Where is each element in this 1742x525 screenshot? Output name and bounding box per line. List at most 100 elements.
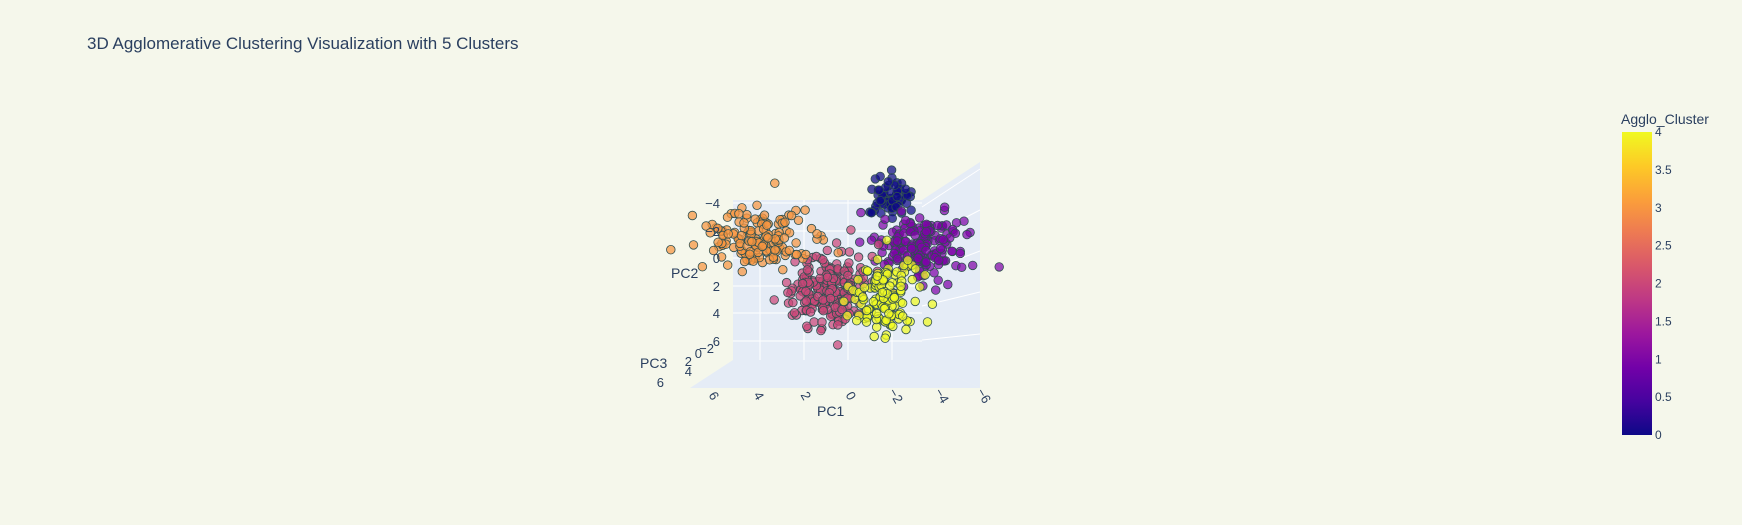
data-point-cluster-1[interactable] — [955, 248, 966, 259]
data-point-cluster-1[interactable] — [892, 236, 903, 246]
data-point-cluster-4[interactable] — [872, 308, 882, 319]
data-point-cluster-2[interactable] — [769, 295, 779, 305]
data-point-cluster-4[interactable] — [889, 293, 900, 303]
data-point-cluster-3[interactable] — [737, 266, 748, 277]
data-point-cluster-4[interactable] — [910, 296, 920, 307]
data-point-cluster-3[interactable] — [716, 252, 727, 262]
data-point-cluster-3[interactable] — [747, 236, 757, 247]
data-point-cluster-1[interactable] — [892, 254, 903, 264]
data-point-cluster-1[interactable] — [968, 260, 978, 271]
data-point-cluster-1[interactable] — [959, 216, 969, 226]
data-point-cluster-4[interactable] — [853, 274, 863, 285]
data-point-cluster-1[interactable] — [943, 279, 953, 290]
data-point-cluster-0[interactable] — [883, 176, 894, 187]
data-point-cluster-1[interactable] — [910, 230, 920, 240]
data-point-cluster-3[interactable] — [784, 245, 795, 256]
data-point-cluster-3[interactable] — [812, 229, 822, 239]
data-point-cluster-1[interactable] — [866, 235, 877, 245]
data-point-cluster-4[interactable] — [872, 271, 883, 281]
data-points[interactable] — [666, 165, 1004, 350]
data-point-cluster-1[interactable] — [931, 285, 941, 295]
data-point-cluster-2[interactable] — [846, 225, 856, 235]
data-point-cluster-1[interactable] — [913, 253, 923, 263]
data-point-cluster-2[interactable] — [781, 277, 792, 288]
data-point-cluster-3[interactable] — [778, 265, 788, 275]
data-point-cluster-4[interactable] — [868, 297, 879, 307]
data-point-cluster-3[interactable] — [723, 229, 733, 239]
data-point-cluster-1[interactable] — [880, 214, 890, 225]
data-point-cluster-0[interactable] — [875, 171, 885, 182]
data-point-cluster-1[interactable] — [938, 234, 948, 245]
data-point-cluster-1[interactable] — [921, 245, 931, 256]
data-point-cluster-2[interactable] — [805, 307, 816, 317]
data-point-cluster-4[interactable] — [901, 324, 911, 335]
data-point-cluster-4[interactable] — [872, 254, 883, 265]
data-point-cluster-2[interactable] — [788, 297, 798, 308]
data-point-cluster-1[interactable] — [856, 207, 866, 218]
data-point-cluster-3[interactable] — [791, 238, 801, 248]
data-point-cluster-2[interactable] — [844, 258, 854, 268]
data-point-cluster-3[interactable] — [687, 210, 698, 221]
data-point-cluster-4[interactable] — [877, 287, 888, 298]
data-point-cluster-3[interactable] — [723, 260, 733, 270]
data-point-cluster-4[interactable] — [839, 296, 849, 307]
data-point-cluster-2[interactable] — [843, 270, 853, 281]
data-point-cluster-3[interactable] — [801, 249, 811, 260]
data-point-cluster-4[interactable] — [861, 317, 872, 327]
data-point-cluster-2[interactable] — [818, 295, 828, 305]
data-point-cluster-4[interactable] — [922, 317, 933, 327]
data-point-cluster-3[interactable] — [770, 178, 780, 188]
data-point-cluster-2[interactable] — [822, 272, 833, 283]
data-point-cluster-3[interactable] — [763, 233, 773, 243]
data-point-cluster-2[interactable] — [833, 320, 843, 330]
data-point-cluster-1[interactable] — [915, 213, 925, 223]
data-point-cluster-2[interactable] — [818, 306, 829, 316]
data-point-cluster-2[interactable] — [818, 255, 828, 265]
data-point-cluster-1[interactable] — [940, 202, 950, 212]
data-point-cluster-4[interactable] — [862, 266, 873, 276]
data-point-cluster-2[interactable] — [873, 239, 884, 250]
data-point-cluster-3[interactable] — [701, 221, 711, 231]
data-point-cluster-2[interactable] — [802, 265, 813, 275]
data-point-cluster-4[interactable] — [927, 299, 938, 309]
data-point-cluster-2[interactable] — [831, 238, 842, 248]
data-point-cluster-4[interactable] — [859, 282, 870, 293]
data-point-cluster-1[interactable] — [962, 229, 972, 240]
data-point-cluster-1[interactable] — [921, 226, 932, 237]
data-point-cluster-0[interactable] — [874, 185, 884, 195]
data-point-cluster-4[interactable] — [869, 331, 879, 342]
data-point-cluster-1[interactable] — [932, 220, 943, 231]
data-point-cluster-4[interactable] — [882, 235, 892, 246]
data-point-cluster-3[interactable] — [791, 249, 802, 260]
data-point-cluster-4[interactable] — [842, 311, 853, 321]
data-point-cluster-3[interactable] — [759, 210, 770, 220]
data-point-cluster-3[interactable] — [762, 220, 772, 230]
data-point-cluster-4[interactable] — [897, 298, 908, 308]
data-point-cluster-4[interactable] — [915, 282, 925, 292]
data-point-cluster-2[interactable] — [802, 321, 812, 331]
data-point-cluster-1[interactable] — [957, 262, 967, 273]
data-point-cluster-1[interactable] — [900, 215, 911, 226]
data-point-cluster-4[interactable] — [852, 316, 862, 326]
data-point-cluster-3[interactable] — [745, 249, 755, 260]
data-point-cluster-4[interactable] — [907, 274, 918, 285]
data-point-cluster-1[interactable] — [921, 257, 931, 267]
data-point-cluster-1[interactable] — [929, 268, 939, 278]
data-point-cluster-2[interactable] — [801, 296, 811, 306]
data-point-cluster-0[interactable] — [886, 165, 897, 175]
data-point-cluster-0[interactable] — [906, 205, 916, 215]
data-point-cluster-3[interactable] — [666, 244, 676, 255]
data-point-cluster-2[interactable] — [816, 325, 826, 336]
data-point-cluster-3[interactable] — [757, 241, 768, 252]
data-point-cluster-3[interactable] — [722, 212, 733, 222]
data-point-cluster-3[interactable] — [793, 215, 804, 226]
data-point-cluster-1[interactable] — [934, 255, 944, 265]
data-point-cluster-4[interactable] — [880, 333, 890, 343]
data-point-cluster-4[interactable] — [896, 281, 906, 292]
data-point-cluster-1[interactable] — [994, 262, 1004, 272]
data-point-cluster-2[interactable] — [797, 278, 808, 289]
data-point-cluster-2[interactable] — [817, 317, 827, 327]
data-point-cluster-3[interactable] — [770, 245, 780, 255]
data-point-cluster-2[interactable] — [853, 252, 864, 262]
data-point-cluster-2[interactable] — [844, 247, 855, 257]
